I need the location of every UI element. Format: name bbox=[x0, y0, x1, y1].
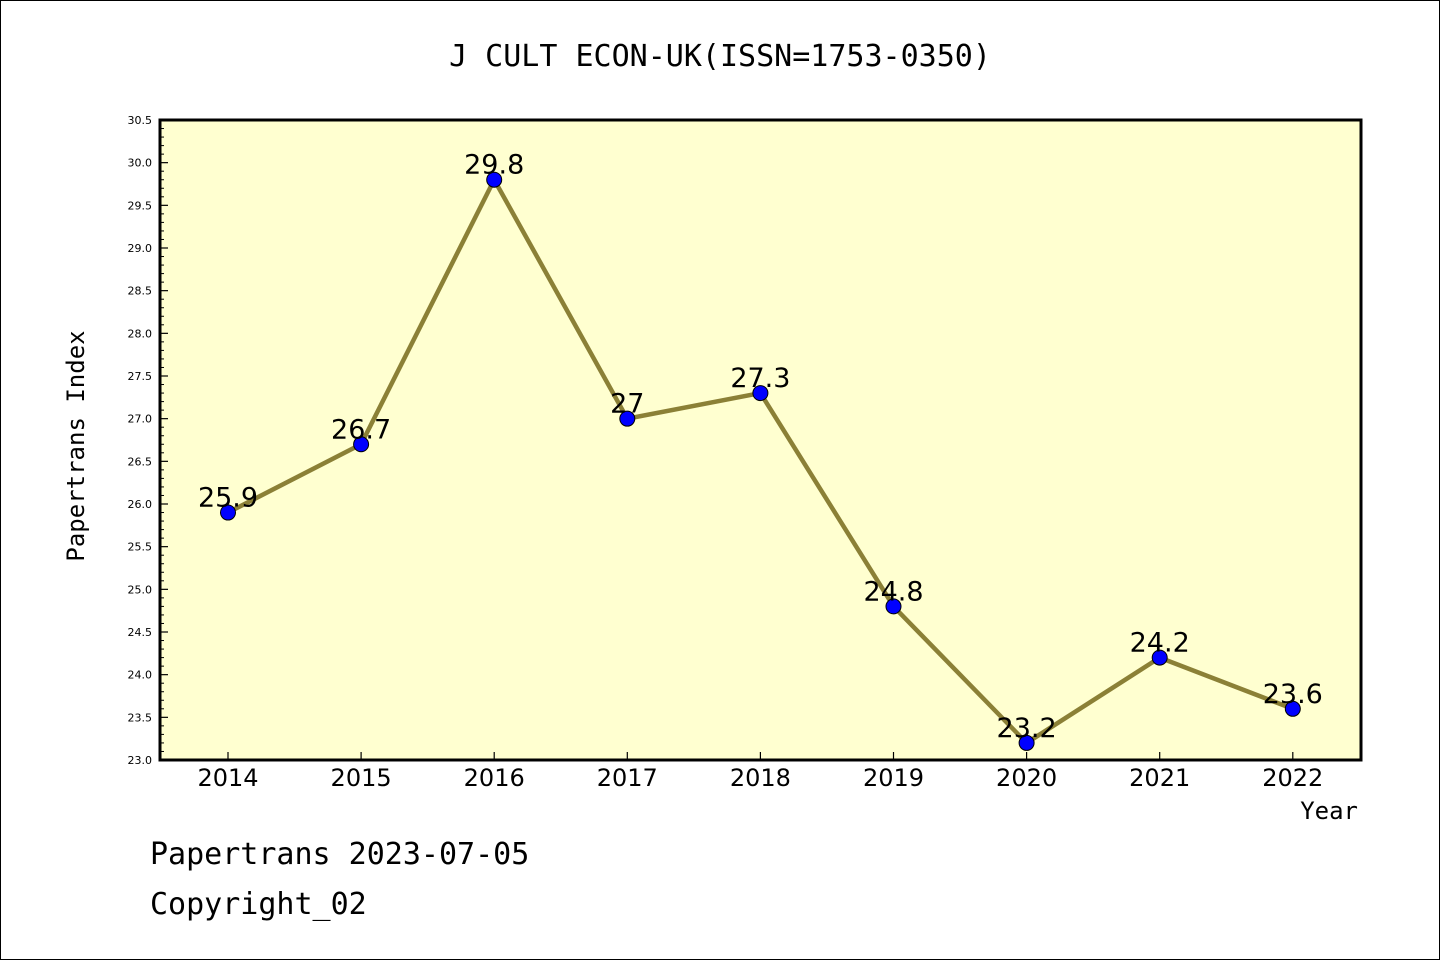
y-axis-label: Papertrans Index bbox=[62, 330, 90, 561]
x-tick-label: 2017 bbox=[597, 764, 658, 792]
y-tick-label: 23.0 bbox=[128, 754, 153, 767]
data-label: 24.8 bbox=[863, 576, 923, 607]
y-tick-label: 30.5 bbox=[128, 114, 153, 127]
data-label: 27.3 bbox=[730, 363, 790, 394]
x-tick-label: 2016 bbox=[464, 764, 525, 792]
data-point bbox=[486, 171, 503, 188]
x-tick-label: 2018 bbox=[730, 764, 791, 792]
data-label: 23.6 bbox=[1263, 679, 1323, 710]
data-label: 24.2 bbox=[1130, 628, 1190, 659]
footer-copyright: Copyright_02 bbox=[150, 887, 367, 922]
x-axis-label: Year bbox=[1300, 797, 1358, 825]
data-label: 23.2 bbox=[997, 713, 1057, 744]
x-axis: 2014 2015 2016 2017 2018 2019 2020 2021 2022 bbox=[197, 752, 1323, 792]
data-point bbox=[619, 410, 636, 427]
data-point bbox=[220, 504, 236, 521]
y-axis: 23.0 23.5 24.0 24.5 25.0 25.5 26.0 26.5 27.0 27.5… bbox=[128, 114, 168, 767]
data-point bbox=[1284, 700, 1301, 717]
data-label: 27 bbox=[610, 389, 644, 420]
data-label: 29.8 bbox=[464, 150, 524, 181]
x-tick-label: 2022 bbox=[1262, 764, 1323, 792]
x-tick-label: 2014 bbox=[197, 764, 258, 792]
y-tick-label: 27.0 bbox=[128, 413, 153, 426]
y-tick-label: 23.5 bbox=[128, 711, 153, 724]
data-point bbox=[752, 385, 769, 402]
x-tick-label: 2019 bbox=[863, 764, 924, 792]
chart-title: J CULT ECON-UK(ISSN=1753-0350) bbox=[449, 39, 991, 74]
data-point bbox=[885, 598, 902, 615]
y-tick-label: 25.5 bbox=[128, 541, 153, 554]
data-label: 25.9 bbox=[198, 483, 258, 514]
x-tick-label: 2020 bbox=[996, 764, 1057, 792]
data-point bbox=[1018, 734, 1035, 751]
data-labels: 25.9 26.7 29.8 27 27.3 24.8 23.2 24.2 23.6 bbox=[198, 150, 1323, 744]
y-tick-label: 26.0 bbox=[128, 498, 153, 511]
y-tick-label: 24.5 bbox=[128, 626, 153, 639]
y-tick-label: 29.5 bbox=[128, 199, 153, 212]
x-tick-label: 2015 bbox=[331, 764, 392, 792]
data-point bbox=[1151, 649, 1168, 666]
footer-date: Papertrans 2023-07-05 bbox=[150, 837, 529, 872]
y-tick-label: 25.0 bbox=[128, 583, 153, 596]
y-tick-label: 28.0 bbox=[128, 327, 153, 340]
data-point bbox=[353, 436, 370, 453]
y-tick-label: 24.0 bbox=[128, 669, 153, 682]
y-tick-label: 26.5 bbox=[128, 455, 153, 468]
data-label: 26.7 bbox=[331, 414, 391, 445]
y-tick-label: 30.0 bbox=[128, 157, 153, 170]
y-tick-label: 27.5 bbox=[128, 370, 153, 383]
y-tick-label: 28.5 bbox=[128, 285, 153, 298]
data-points bbox=[220, 171, 1301, 751]
y-tick-label: 29.0 bbox=[128, 242, 153, 255]
x-tick-label: 2021 bbox=[1129, 764, 1190, 792]
